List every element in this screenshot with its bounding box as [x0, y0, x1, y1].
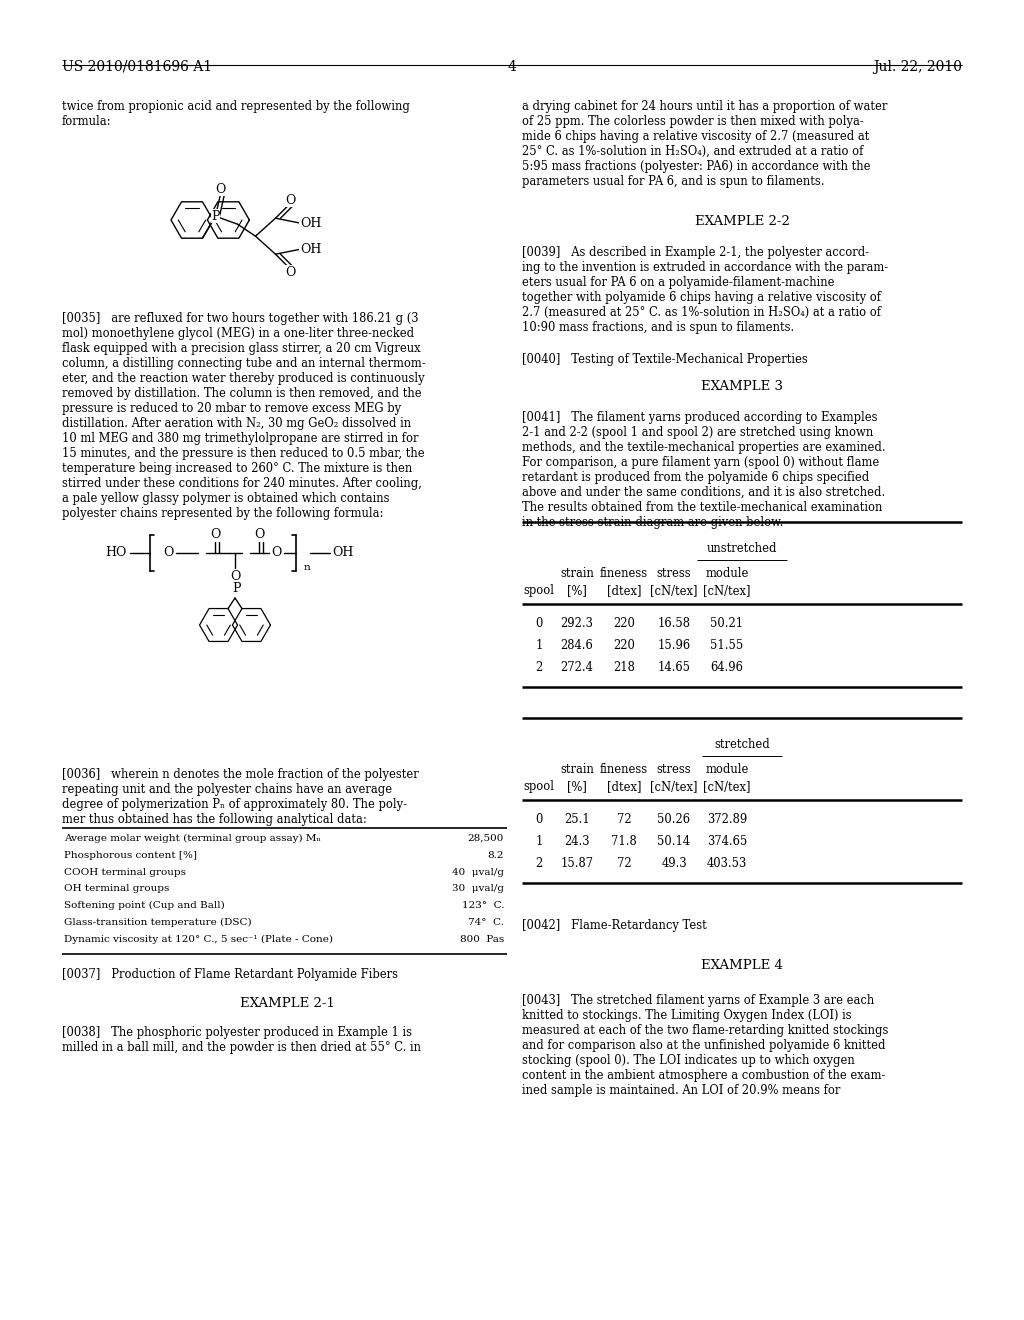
Text: 28,500: 28,500: [468, 834, 504, 843]
Text: [0040]   Testing of Textile-Mechanical Properties: [0040] Testing of Textile-Mechanical Pro…: [522, 352, 808, 366]
Text: stress: stress: [656, 568, 691, 579]
Text: [%]: [%]: [567, 780, 587, 793]
Text: [cN/tex]: [cN/tex]: [703, 583, 751, 597]
Text: 1: 1: [536, 639, 543, 652]
Text: O: O: [163, 546, 173, 560]
Text: 218: 218: [613, 661, 635, 675]
Text: 15.96: 15.96: [657, 639, 690, 652]
Text: Dynamic viscosity at 120° C., 5 sec⁻¹ (Plate - Cone): Dynamic viscosity at 120° C., 5 sec⁻¹ (P…: [63, 935, 333, 944]
Text: Glass-transition temperature (DSC): Glass-transition temperature (DSC): [63, 917, 252, 927]
Text: 14.65: 14.65: [657, 661, 690, 675]
Text: twice from propionic acid and represented by the following
formula:: twice from propionic acid and represente…: [62, 100, 410, 128]
Text: Jul. 22, 2010: Jul. 22, 2010: [873, 59, 962, 74]
Text: [cN/tex]: [cN/tex]: [650, 583, 697, 597]
Text: spool: spool: [523, 780, 555, 793]
Text: EXAMPLE 2-1: EXAMPLE 2-1: [240, 997, 335, 1010]
Text: 292.3: 292.3: [560, 616, 594, 630]
Text: O: O: [254, 528, 264, 541]
Text: 71.8: 71.8: [611, 836, 637, 847]
Text: spool: spool: [523, 583, 555, 597]
Text: unstretched: unstretched: [707, 543, 777, 554]
Text: 64.96: 64.96: [711, 661, 743, 675]
Text: 51.55: 51.55: [711, 639, 743, 652]
Text: 50.21: 50.21: [711, 616, 743, 630]
Text: 403.53: 403.53: [707, 857, 748, 870]
Text: 272.4: 272.4: [560, 661, 594, 675]
Text: [0038]   The phosphoric polyester produced in Example 1 is
milled in a ball mill: [0038] The phosphoric polyester produced…: [62, 1026, 421, 1053]
Text: COOH terminal groups: COOH terminal groups: [63, 867, 186, 876]
Text: US 2010/0181696 A1: US 2010/0181696 A1: [62, 59, 212, 74]
Text: O: O: [270, 546, 282, 560]
Text: [0039]   As described in Example 2-1, the polyester accord-
ing to the invention: [0039] As described in Example 2-1, the …: [522, 246, 888, 334]
Text: [0043]   The stretched filament yarns of Example 3 are each
knitted to stockings: [0043] The stretched filament yarns of E…: [522, 994, 889, 1097]
Text: 123°  C.: 123° C.: [462, 902, 504, 911]
Text: 220: 220: [613, 616, 635, 630]
Text: EXAMPLE 3: EXAMPLE 3: [701, 380, 783, 393]
Text: strain: strain: [560, 568, 594, 579]
Text: 800  Pas: 800 Pas: [460, 935, 504, 944]
Text: 4: 4: [508, 59, 516, 74]
Text: 8.2: 8.2: [487, 851, 504, 859]
Text: O: O: [286, 194, 296, 207]
Text: 40  μval/g: 40 μval/g: [452, 867, 504, 876]
Text: 74°  C.: 74° C.: [468, 917, 504, 927]
Text: fineness: fineness: [600, 763, 648, 776]
Text: O: O: [215, 182, 225, 195]
Text: Phosphorous content [%]: Phosphorous content [%]: [63, 851, 197, 859]
Text: strain: strain: [560, 763, 594, 776]
Text: [dtex]: [dtex]: [607, 780, 641, 793]
Text: 220: 220: [613, 639, 635, 652]
Text: 372.89: 372.89: [707, 813, 748, 826]
Text: 24.3: 24.3: [564, 836, 590, 847]
Text: fineness: fineness: [600, 568, 648, 579]
Text: 49.3: 49.3: [662, 857, 687, 870]
Text: P: P: [232, 582, 242, 594]
Text: [%]: [%]: [567, 583, 587, 597]
Text: OH: OH: [300, 243, 322, 256]
Text: 72: 72: [616, 857, 632, 870]
Text: a drying cabinet for 24 hours until it has a proportion of water
of 25 ppm. The : a drying cabinet for 24 hours until it h…: [522, 100, 888, 187]
Text: 50.14: 50.14: [657, 836, 690, 847]
Text: 30  μval/g: 30 μval/g: [452, 884, 504, 894]
Text: [cN/tex]: [cN/tex]: [703, 780, 751, 793]
Text: 2: 2: [536, 857, 543, 870]
Text: 0: 0: [536, 616, 543, 630]
Text: EXAMPLE 4: EXAMPLE 4: [701, 960, 783, 972]
Text: 16.58: 16.58: [657, 616, 690, 630]
Text: [0036]   wherein n denotes the mole fraction of the polyester
repeating unit and: [0036] wherein n denotes the mole fracti…: [62, 768, 419, 826]
Text: stress: stress: [656, 763, 691, 776]
Text: HO: HO: [105, 546, 126, 560]
Text: 15.87: 15.87: [560, 857, 594, 870]
Text: module: module: [706, 568, 749, 579]
Text: 2: 2: [536, 661, 543, 675]
Text: 0: 0: [536, 813, 543, 826]
Text: n: n: [304, 562, 310, 572]
Text: 374.65: 374.65: [707, 836, 748, 847]
Text: O: O: [229, 569, 241, 582]
Text: P: P: [211, 210, 220, 223]
Text: EXAMPLE 2-2: EXAMPLE 2-2: [694, 215, 790, 228]
Text: OH: OH: [332, 546, 353, 560]
Text: O: O: [286, 265, 296, 279]
Text: module: module: [706, 763, 749, 776]
Text: 50.26: 50.26: [657, 813, 690, 826]
Text: [cN/tex]: [cN/tex]: [650, 780, 697, 793]
Text: OH: OH: [300, 216, 322, 230]
Text: 72: 72: [616, 813, 632, 826]
Text: Average molar weight (terminal group assay) Mₙ: Average molar weight (terminal group ass…: [63, 834, 321, 843]
Text: O: O: [210, 528, 220, 541]
Text: stretched: stretched: [714, 738, 770, 751]
Text: [0035]   are refluxed for two hours together with 186.21 g (3
mol) monoethylene : [0035] are refluxed for two hours togeth…: [62, 312, 426, 520]
Text: 25.1: 25.1: [564, 813, 590, 826]
Text: OH terminal groups: OH terminal groups: [63, 884, 169, 894]
Text: [0037]   Production of Flame Retardant Polyamide Fibers: [0037] Production of Flame Retardant Pol…: [62, 968, 398, 981]
Text: [0042]   Flame-Retardancy Test: [0042] Flame-Retardancy Test: [522, 919, 707, 932]
Text: Softening point (Cup and Ball): Softening point (Cup and Ball): [63, 902, 224, 911]
Text: [dtex]: [dtex]: [607, 583, 641, 597]
Text: 1: 1: [536, 836, 543, 847]
Text: [0041]   The filament yarns produced according to Examples
2-1 and 2-2 (spool 1 : [0041] The filament yarns produced accor…: [522, 411, 886, 529]
Text: 284.6: 284.6: [560, 639, 593, 652]
